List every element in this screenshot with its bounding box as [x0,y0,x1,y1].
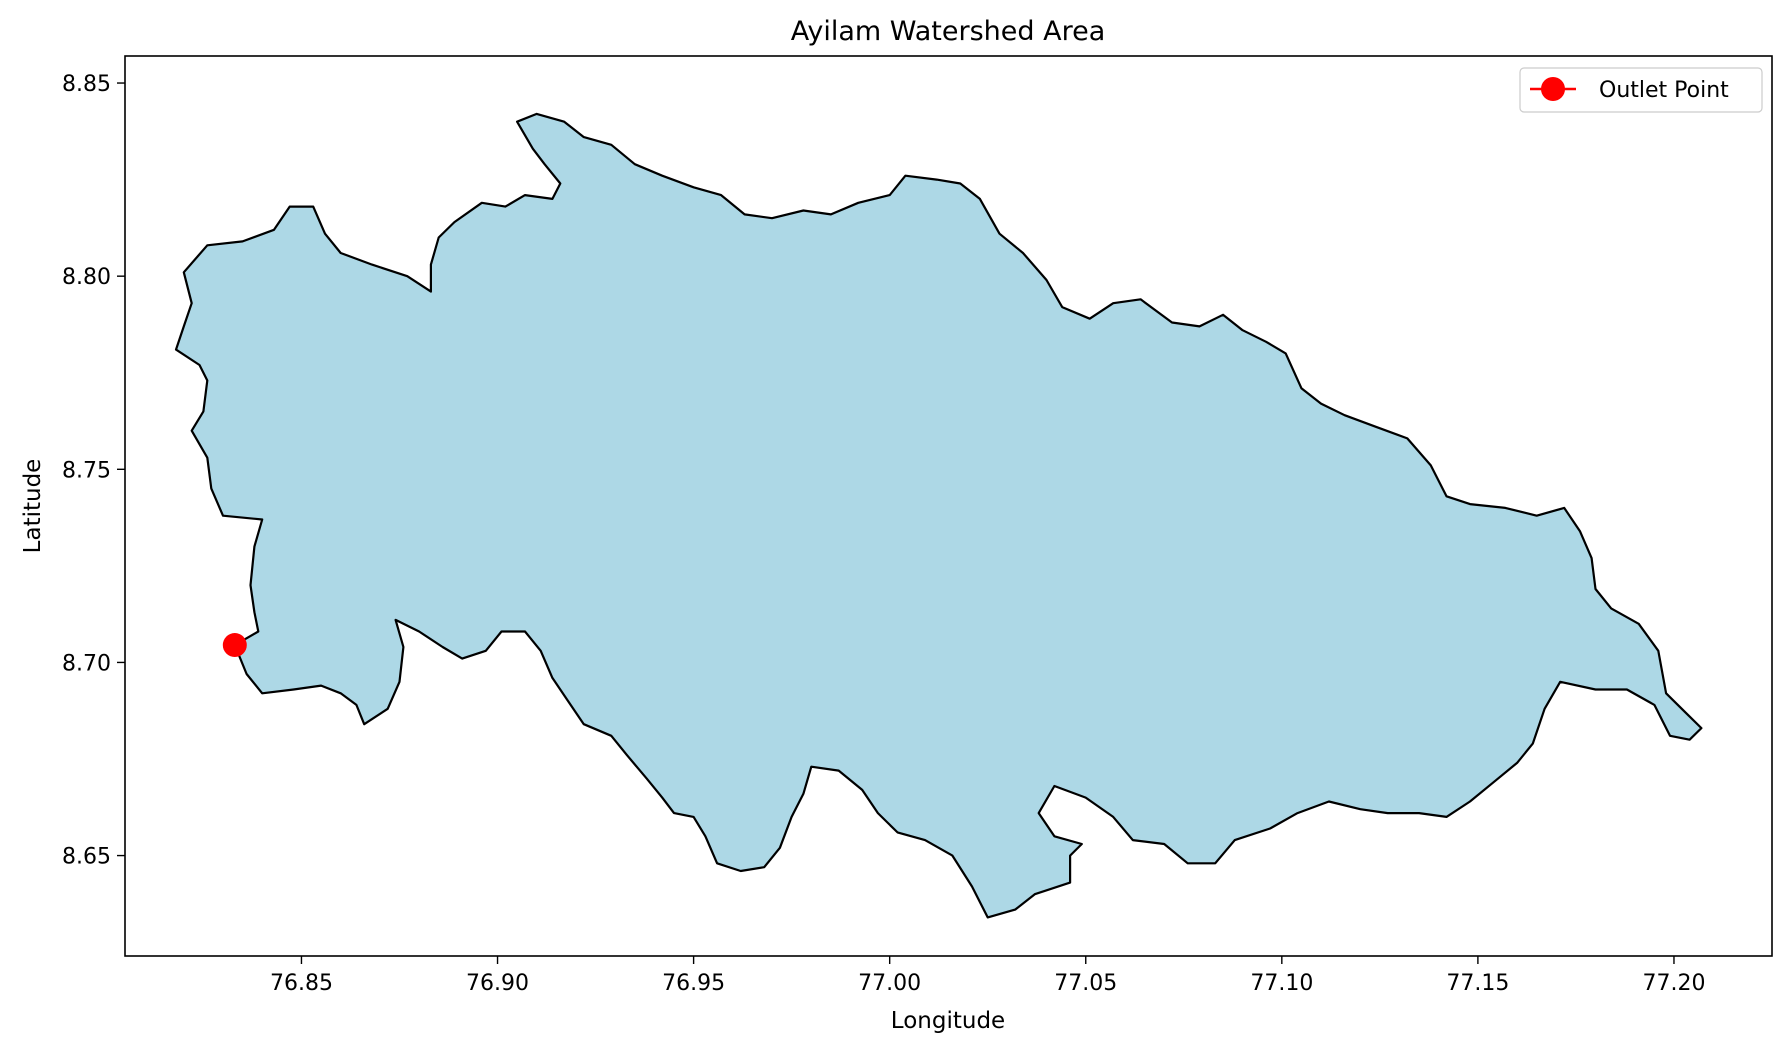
x-tick-label: 76.90 [466,971,529,996]
y-axis: 8.65 8.70 8.75 8.80 8.85 [62,72,125,870]
x-tick-label: 77.20 [1642,971,1705,996]
y-tick-label: 8.80 [62,265,111,290]
y-tick-label: 8.75 [62,458,111,483]
outlet-point-marker [222,633,247,658]
x-tick-label: 77.10 [1250,971,1313,996]
axes-frame [124,55,1773,957]
x-tick-label: 77.15 [1446,971,1509,996]
y-tick-label: 8.85 [62,72,111,97]
x-tick-label: 77.00 [858,971,921,996]
x-tick-label: 76.95 [662,971,725,996]
y-tick-label: 8.70 [62,651,111,676]
y-axis-title: Latitude [20,459,46,554]
legend-box [1519,67,1763,113]
y-tick-label: 8.65 [62,845,111,870]
watershed-polygon [174,112,1703,919]
plot-area [124,55,1773,957]
x-tick-label: 77.05 [1054,971,1117,996]
outlet-layer [222,633,247,658]
chart-title: Ayilam Watershed Area [791,16,1106,47]
x-axis: 76.85 76.90 76.95 77.00 77.05 77.10 77.15 77.20 [270,956,1705,996]
legend-point-marker [1541,77,1565,101]
legend: Outlet Point [1519,67,1763,113]
legend-label-outlet-point: Outlet Point [1599,78,1729,103]
x-axis-title: Longitude [891,1008,1005,1034]
x-tick-label: 76.85 [270,971,333,996]
